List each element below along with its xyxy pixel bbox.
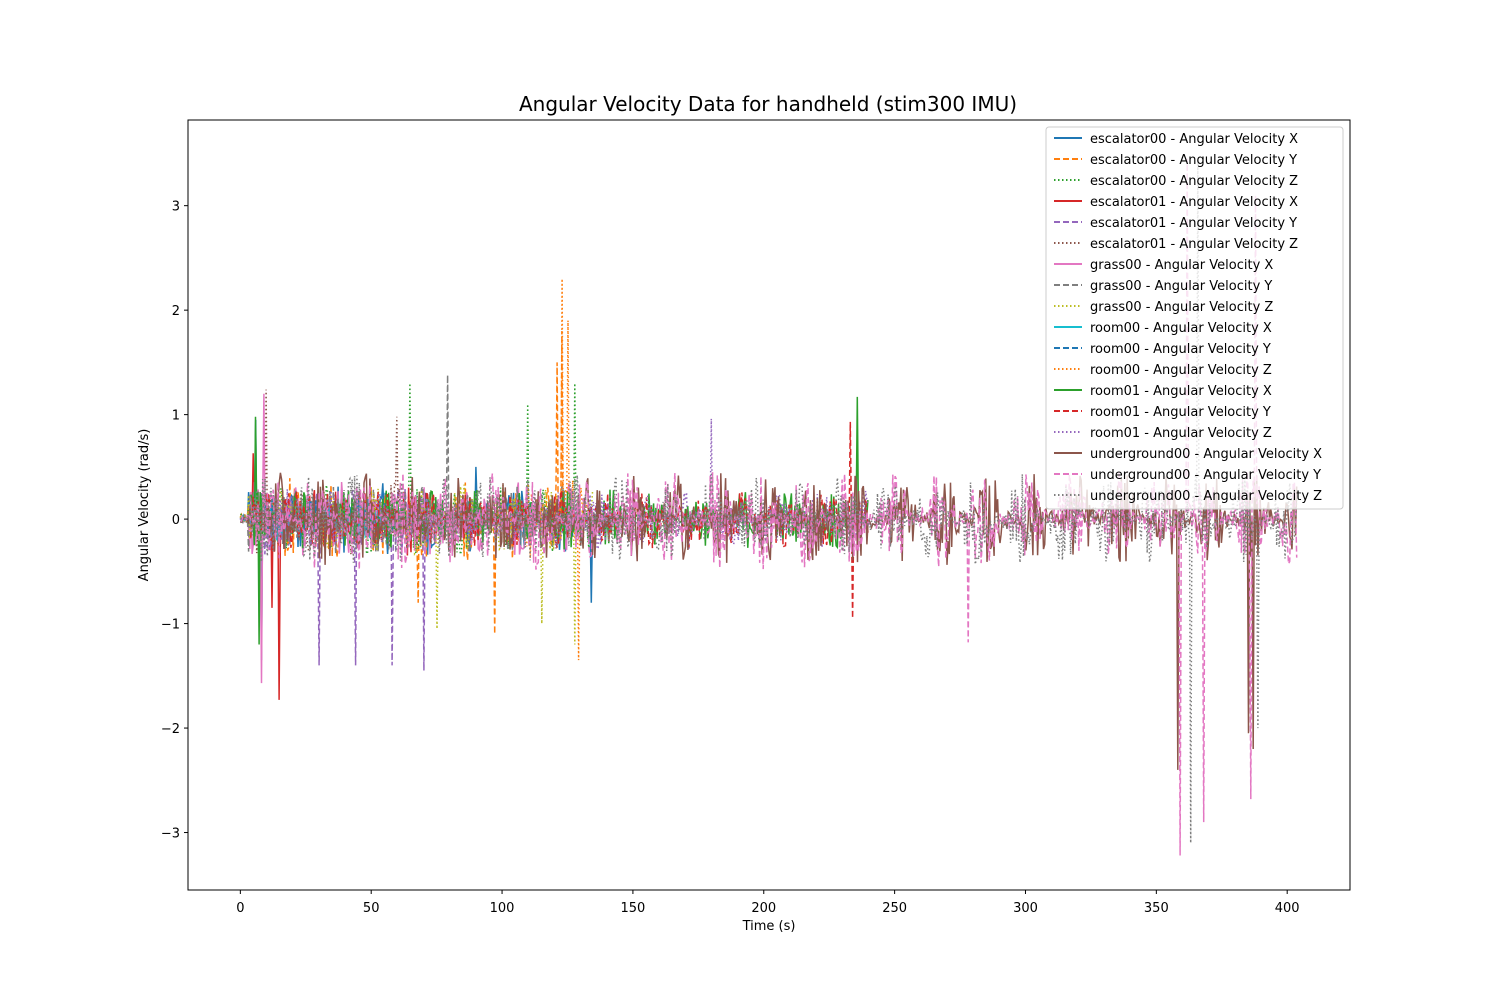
- x-tick-label: 350: [1144, 901, 1169, 916]
- x-tick-label: 150: [620, 901, 645, 916]
- legend-entry: room00 - Angular Velocity Y: [1090, 342, 1271, 357]
- plot-area-frame: [187, 119, 1351, 891]
- legend-entry: room01 - Angular Velocity Z: [1090, 426, 1272, 441]
- legend-entry: escalator01 - Angular Velocity X: [1090, 195, 1298, 210]
- legend-entry: grass00 - Angular Velocity Z: [1090, 300, 1273, 315]
- x-tick-label: 100: [490, 901, 515, 916]
- legend-entry: escalator00 - Angular Velocity X: [1090, 132, 1298, 147]
- series-layer: [239, 158, 1298, 856]
- legend-entry: room01 - Angular Velocity Y: [1090, 405, 1271, 420]
- legend-frame: [1045, 126, 1344, 510]
- y-tick-label: 0: [172, 513, 180, 528]
- x-tick-label: 250: [882, 901, 907, 916]
- x-tick-label: 400: [1275, 901, 1300, 916]
- legend-entry: escalator00 - Angular Velocity Y: [1090, 153, 1297, 168]
- chart-title: Angular Velocity Data for handheld (stim…: [519, 92, 1017, 116]
- legend-entry: underground00 - Angular Velocity Z: [1090, 489, 1322, 504]
- legend-entry: grass00 - Angular Velocity X: [1090, 258, 1273, 273]
- legend-entry: room01 - Angular Velocity X: [1090, 384, 1272, 399]
- legend-entry: escalator01 - Angular Velocity Y: [1090, 216, 1297, 231]
- y-tick-label: 3: [172, 200, 180, 215]
- y-axis-label: Angular Velocity (rad/s): [137, 429, 152, 582]
- legend-entry: escalator00 - Angular Velocity Z: [1090, 174, 1298, 189]
- y-axis: −3 −2 −1 0 1 2 3: [161, 200, 188, 842]
- legend: escalator00 - Angular Velocity X escalato…: [1045, 126, 1344, 510]
- series-line: [250, 418, 869, 551]
- legend-entry: escalator01 - Angular Velocity Z: [1090, 237, 1298, 252]
- legend-entry: underground00 - Angular Velocity X: [1090, 447, 1322, 462]
- x-tick-label: 200: [751, 901, 776, 916]
- x-tick-label: 300: [1013, 901, 1038, 916]
- legend-entry: room00 - Angular Velocity X: [1090, 321, 1272, 336]
- y-tick-label: 1: [172, 409, 180, 424]
- series-line: [240, 158, 1298, 844]
- x-tick-label: 0: [236, 901, 244, 916]
- legend-entry: room00 - Angular Velocity Z: [1090, 363, 1272, 378]
- x-tick-label: 50: [363, 901, 380, 916]
- legend-entry: underground00 - Angular Velocity Y: [1090, 468, 1321, 483]
- legend-entry: grass00 - Angular Velocity Y: [1090, 279, 1272, 294]
- y-tick-label: −2: [161, 722, 180, 737]
- y-tick-label: −1: [161, 618, 180, 633]
- y-tick-label: 2: [172, 304, 180, 319]
- x-axis-label: Time (s): [742, 919, 796, 934]
- x-axis: 0 50 100 150 200 250 300 350 400: [236, 890, 1300, 916]
- y-tick-label: −3: [161, 827, 180, 842]
